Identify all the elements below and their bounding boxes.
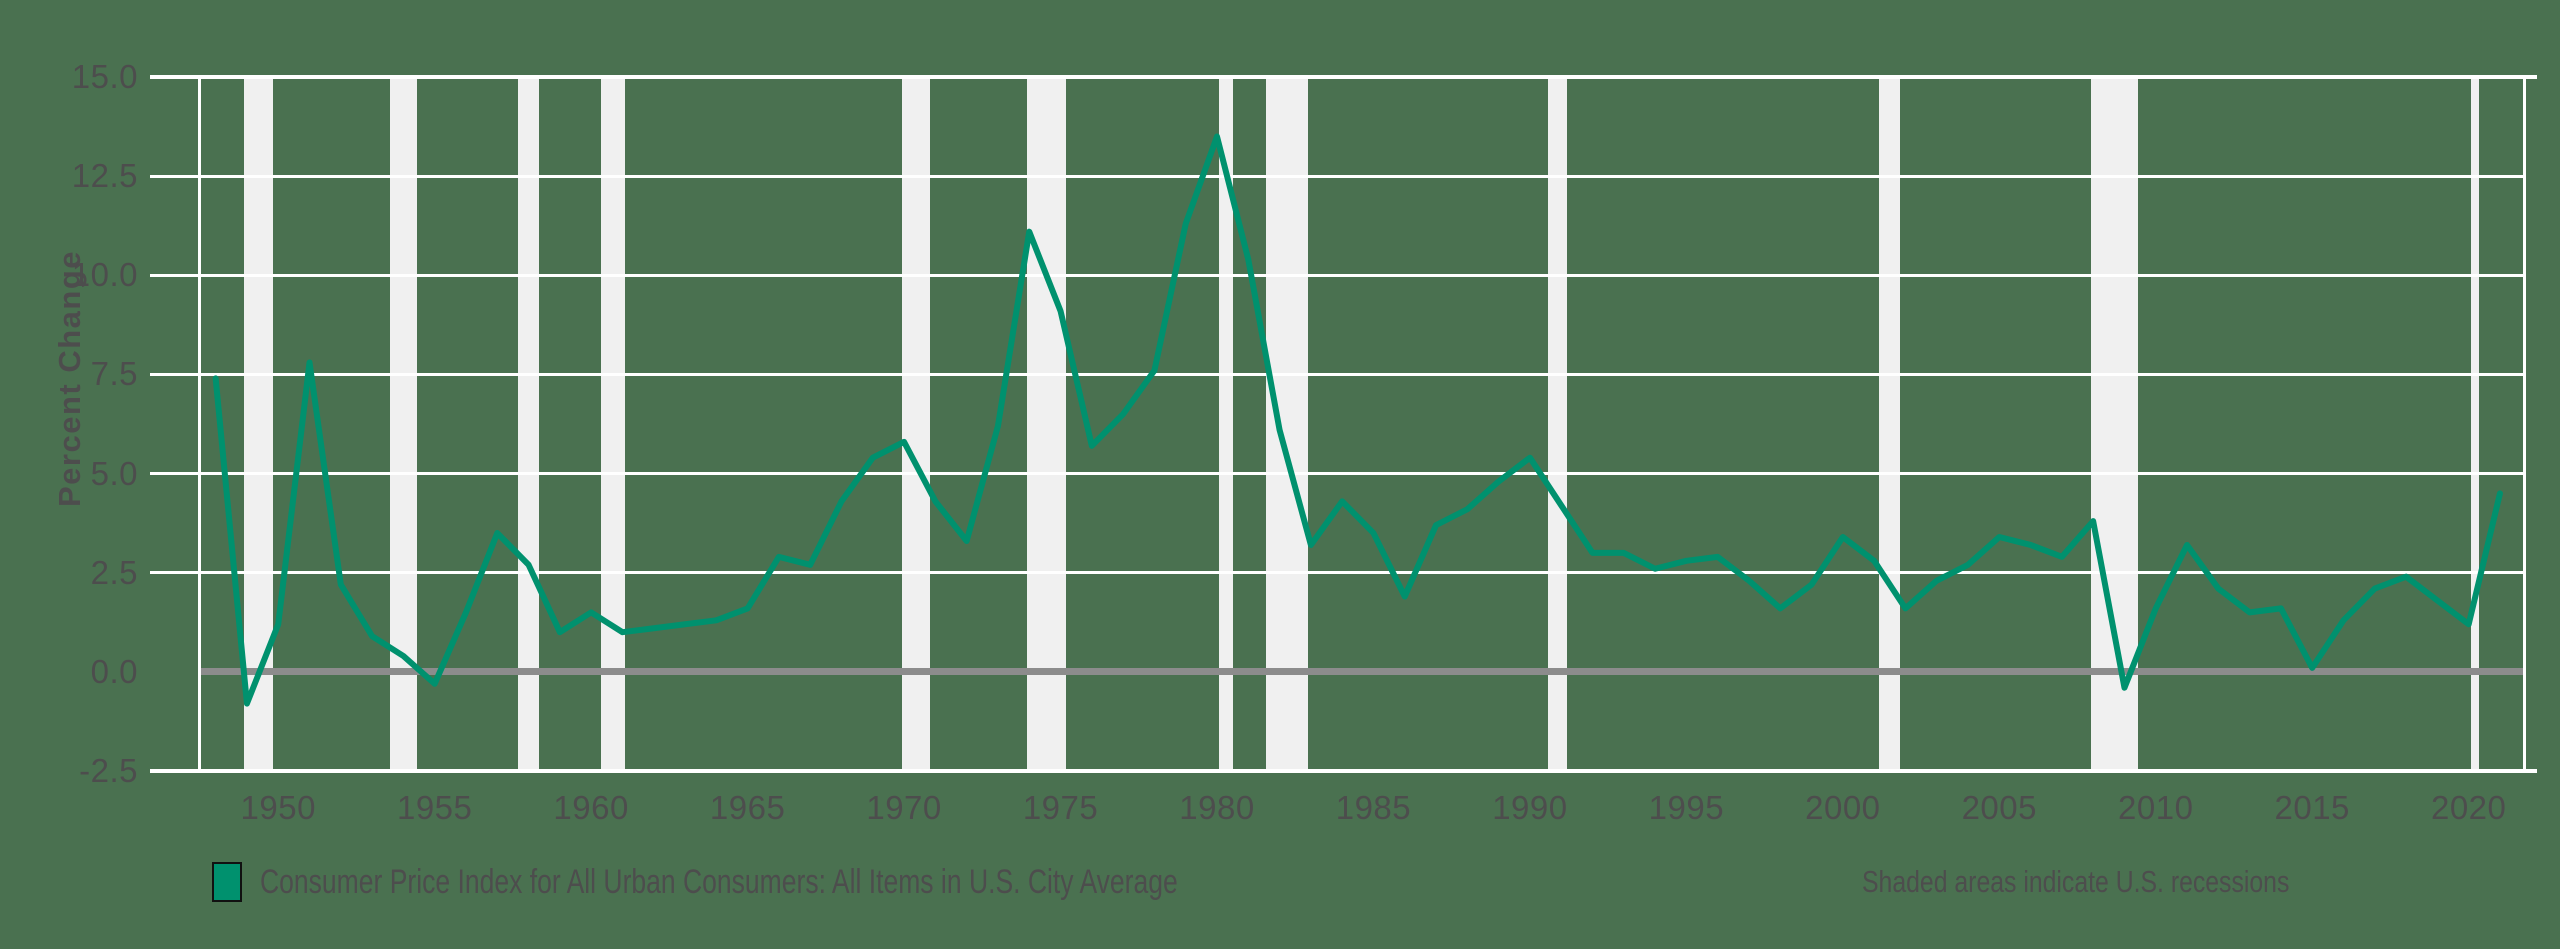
x-axis-tick-label: 2000 (1805, 789, 1881, 826)
recession-band (1026, 77, 1066, 771)
y-axis-tick-label: 5.0 (90, 454, 138, 492)
right-spine (2523, 77, 2526, 771)
series-color-swatch (212, 862, 242, 902)
recession-band (2471, 77, 2479, 771)
y-axis-tick-label: 15.0 (71, 58, 138, 95)
gridline-horizontal (200, 273, 2525, 277)
x-axis-tick-label: 1970 (866, 789, 942, 826)
recession-band (1548, 77, 1567, 771)
x-axis-tick-label: 1985 (1335, 789, 1412, 826)
x-axis-tick-label: 2005 (1961, 789, 2037, 826)
y-tick-mark (150, 571, 200, 575)
x-axis-tick-label: 1950 (240, 789, 316, 826)
y-tick-mark (150, 75, 200, 79)
plot-area (200, 77, 2525, 771)
gridline-horizontal (200, 571, 2525, 575)
zero-line (200, 668, 2525, 676)
y-axis-tick-label: 12.5 (71, 157, 138, 195)
x-axis-tick-label: 2010 (2118, 789, 2194, 826)
x-axis-tick-label: 1965 (709, 789, 786, 826)
y-tick-mark (150, 174, 200, 178)
x-axis-tick-label: 1980 (1179, 789, 1255, 826)
x-axis-tick-label: 1990 (1492, 789, 1568, 826)
recession-band (601, 77, 625, 771)
x-axis-tick-label: 1975 (1022, 789, 1099, 826)
legend-series-entry: Consumer Price Index for All Urban Consu… (212, 862, 1437, 902)
gridline-horizontal (200, 472, 2525, 476)
left-spine (198, 77, 201, 771)
y-axis-tick-label: 0.0 (90, 652, 138, 690)
recession-note: Shaded areas indicate U.S. recessions (1862, 864, 2290, 899)
x-axis-tick-label: 1995 (1648, 789, 1725, 826)
gridline-horizontal (200, 372, 2525, 376)
gridline-horizontal (200, 174, 2525, 178)
recession-band (901, 77, 931, 771)
y-axis-tick-label: 2.5 (90, 553, 138, 591)
series-path (212, 133, 2503, 707)
legend-series-label: Consumer Price Index for All Urban Consu… (260, 862, 1178, 901)
y-axis-tick-label: 10.0 (71, 256, 138, 294)
y-tick-mark (150, 472, 200, 476)
x-axis-tick-label: 1955 (396, 789, 473, 826)
top-spine (150, 75, 2537, 79)
x-axis-tick-label: 1960 (553, 789, 629, 826)
series-line-cpi (212, 133, 2503, 707)
y-tick-mark (150, 769, 200, 773)
y-tick-mark (150, 372, 200, 376)
recession-band (2090, 77, 2138, 771)
y-axis-tick-label: -2.5 (79, 752, 138, 789)
y-tick-mark (150, 273, 200, 277)
recession-band (518, 77, 539, 771)
bottom-spine (150, 769, 2537, 773)
recession-band (1266, 77, 1309, 771)
x-axis-tick-label: 2020 (2430, 789, 2507, 826)
x-axis-tick-label: 2015 (2274, 789, 2350, 826)
chart-legend: Consumer Price Index for All Urban Consu… (0, 852, 2560, 912)
y-axis-tick-label: 7.5 (90, 355, 138, 393)
recession-band (1219, 77, 1233, 771)
